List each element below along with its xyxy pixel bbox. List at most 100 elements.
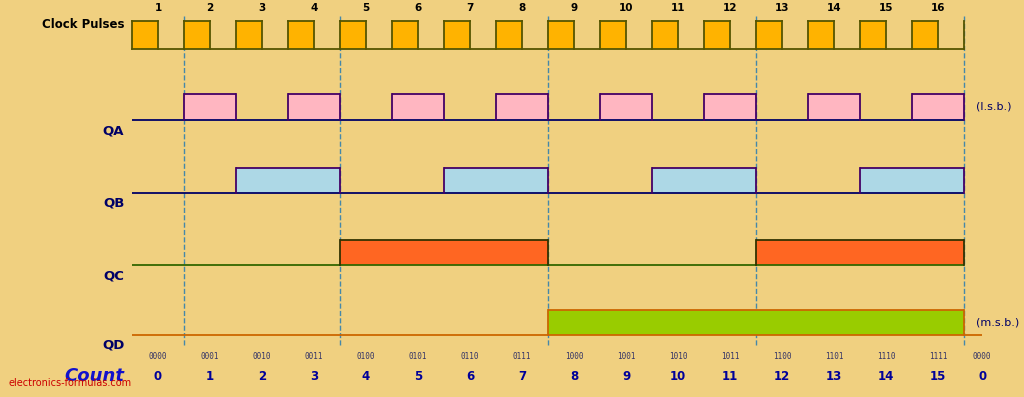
Text: 6: 6 [415, 3, 422, 13]
Text: 0101: 0101 [409, 352, 427, 361]
Bar [340, 241, 392, 265]
Text: (m.s.b.): (m.s.b.) [976, 317, 1019, 328]
Bar [496, 168, 548, 193]
Bar [237, 21, 262, 49]
Text: 0: 0 [154, 370, 162, 383]
Text: 10: 10 [670, 370, 686, 383]
Bar [132, 21, 158, 49]
Bar [808, 21, 834, 49]
Text: 7: 7 [518, 370, 526, 383]
Bar [652, 168, 705, 193]
Text: QB: QB [102, 197, 124, 210]
Text: 0100: 0100 [356, 352, 376, 361]
Bar [756, 241, 808, 265]
Bar [600, 310, 652, 335]
Bar [652, 21, 678, 49]
Text: 12: 12 [723, 3, 737, 13]
Text: 14: 14 [878, 370, 894, 383]
Text: 14: 14 [826, 3, 842, 13]
Text: 2: 2 [207, 3, 214, 13]
Text: 15: 15 [879, 3, 893, 13]
Text: 2: 2 [258, 370, 266, 383]
Bar [600, 21, 626, 49]
Bar [444, 241, 496, 265]
Bar [808, 310, 860, 335]
Bar [860, 241, 912, 265]
Bar [288, 94, 340, 120]
Text: 4: 4 [310, 3, 317, 13]
Bar [496, 94, 548, 120]
Text: 1110: 1110 [877, 352, 895, 361]
Bar [340, 21, 366, 49]
Bar [705, 21, 730, 49]
Text: (l.s.b.): (l.s.b.) [976, 102, 1011, 112]
Bar [652, 310, 705, 335]
Bar [444, 21, 470, 49]
Text: 16: 16 [931, 3, 945, 13]
Text: 0001: 0001 [201, 352, 219, 361]
Bar [600, 94, 652, 120]
Text: 11: 11 [671, 3, 685, 13]
Text: Clock Pulses: Clock Pulses [42, 18, 124, 31]
Text: 5: 5 [362, 3, 370, 13]
Text: 12: 12 [774, 370, 791, 383]
Text: QC: QC [103, 269, 124, 282]
Text: QD: QD [102, 339, 124, 352]
Bar [912, 21, 938, 49]
Text: electronics-formulas.com: electronics-formulas.com [8, 378, 132, 388]
Text: 1001: 1001 [616, 352, 635, 361]
Bar [184, 94, 237, 120]
Text: 6: 6 [466, 370, 474, 383]
Bar [444, 168, 496, 193]
Bar [548, 21, 574, 49]
Bar [705, 94, 756, 120]
Bar [756, 21, 782, 49]
Text: 0011: 0011 [305, 352, 324, 361]
Bar [496, 241, 548, 265]
Text: 4: 4 [361, 370, 370, 383]
Text: 1111: 1111 [929, 352, 947, 361]
Bar [392, 21, 418, 49]
Bar [288, 21, 314, 49]
Text: Count: Count [65, 368, 124, 385]
Text: 5: 5 [414, 370, 422, 383]
Bar [548, 310, 600, 335]
Text: 9: 9 [622, 370, 630, 383]
Text: 0111: 0111 [513, 352, 531, 361]
Text: 0010: 0010 [253, 352, 271, 361]
Text: 1011: 1011 [721, 352, 739, 361]
Text: 11: 11 [722, 370, 738, 383]
Bar [705, 310, 756, 335]
Text: 8: 8 [570, 370, 579, 383]
Text: 3: 3 [310, 370, 318, 383]
Text: 0: 0 [978, 370, 986, 383]
Bar [860, 168, 912, 193]
Bar [860, 21, 886, 49]
Text: 0110: 0110 [461, 352, 479, 361]
Bar [756, 310, 808, 335]
Text: 13: 13 [826, 370, 842, 383]
Text: 0000: 0000 [148, 352, 167, 361]
Bar [184, 21, 210, 49]
Bar [808, 94, 860, 120]
Text: 7: 7 [466, 3, 474, 13]
Text: 0000: 0000 [973, 352, 991, 361]
Bar [860, 310, 912, 335]
Bar [392, 94, 444, 120]
Text: 10: 10 [618, 3, 633, 13]
Text: 13: 13 [775, 3, 790, 13]
Text: QA: QA [102, 124, 124, 137]
Bar [392, 241, 444, 265]
Text: 1010: 1010 [669, 352, 687, 361]
Text: 1000: 1000 [565, 352, 584, 361]
Bar [912, 94, 964, 120]
Text: 3: 3 [258, 3, 265, 13]
Bar [705, 168, 756, 193]
Bar [288, 168, 340, 193]
Bar [912, 168, 964, 193]
Bar [912, 241, 964, 265]
Text: 1100: 1100 [773, 352, 792, 361]
Text: 9: 9 [570, 3, 578, 13]
Text: 1101: 1101 [824, 352, 844, 361]
Text: 15: 15 [930, 370, 946, 383]
